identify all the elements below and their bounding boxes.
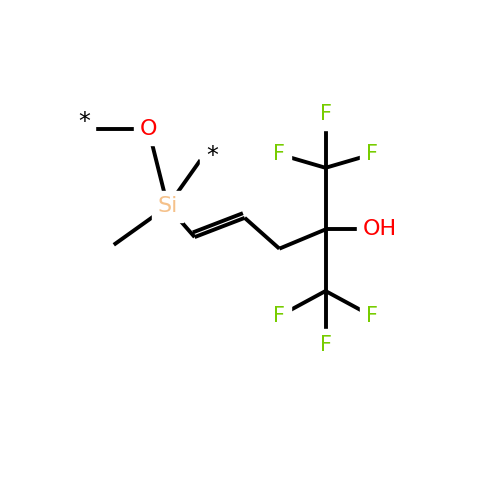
Text: O: O [140, 120, 157, 140]
Text: F: F [274, 306, 285, 326]
Text: *: * [206, 144, 218, 168]
Text: F: F [366, 144, 378, 165]
Text: F: F [320, 104, 332, 124]
Text: F: F [366, 306, 378, 326]
Text: *: * [78, 110, 90, 134]
Text: Si: Si [158, 196, 178, 216]
Text: F: F [274, 144, 285, 165]
Text: OH: OH [362, 220, 396, 240]
Text: F: F [320, 335, 332, 355]
